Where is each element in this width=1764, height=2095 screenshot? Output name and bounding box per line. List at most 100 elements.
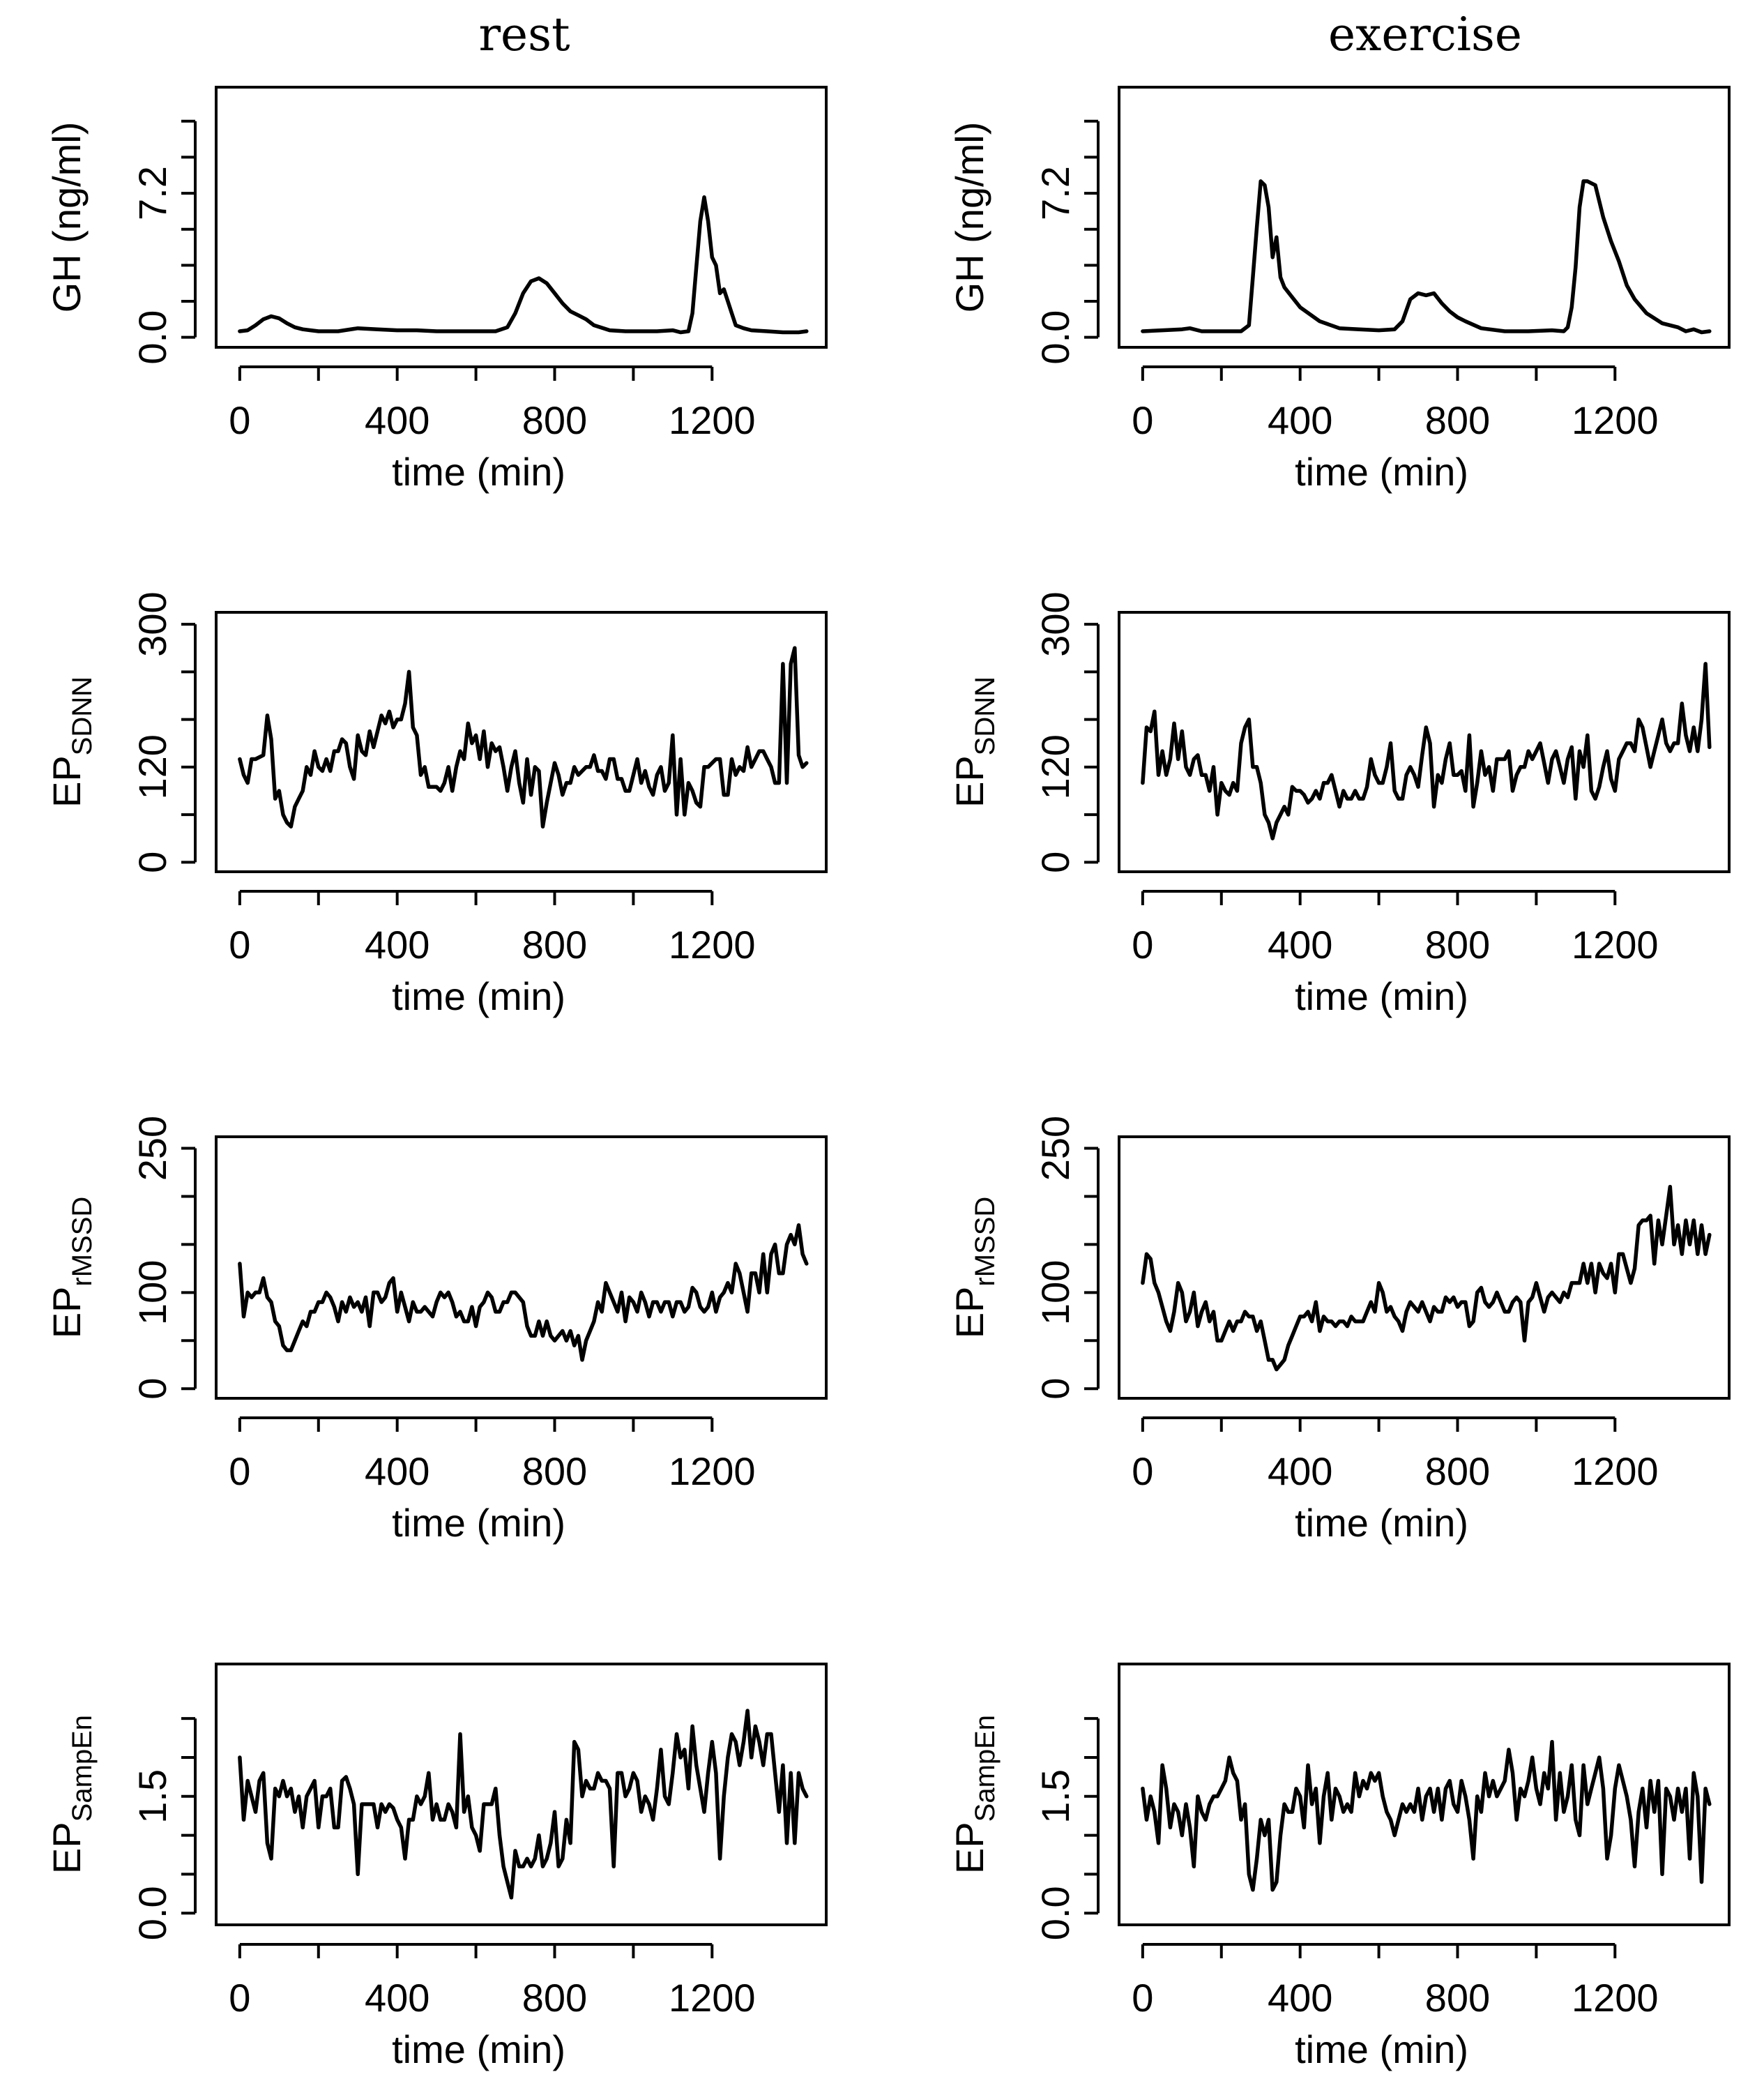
- y-tick-label: 300: [1033, 591, 1077, 656]
- data-series-line: [238, 195, 809, 335]
- x-tick-label: 1200: [1572, 923, 1659, 967]
- x-axis-label: time (min): [1295, 1501, 1468, 1545]
- y-tick-label: 120: [130, 734, 174, 799]
- data-series-line: [1141, 1184, 1712, 1372]
- panel-rest-sampen: 0 400 800 1200 time (min) 0.0 1.5 EPSampEn: [45, 1663, 828, 2071]
- y-axis-label: EPSDNN: [45, 676, 98, 808]
- x-tick-label: 0: [229, 1976, 250, 2020]
- data-series-line: [238, 1223, 809, 1362]
- y-axis-label: EPSampEn: [45, 1715, 98, 1874]
- y-axis-label-main: EP: [45, 1287, 89, 1339]
- y-axis-label: GH (ng/ml): [948, 122, 991, 313]
- x-tick-label: 400: [1268, 923, 1332, 967]
- y-tick-label: 100: [1033, 1260, 1077, 1325]
- y-axis-label-subscript: SampEn: [67, 1715, 98, 1822]
- y-axis-label: EPrMSSD: [948, 1197, 1001, 1339]
- y-tick-label: 1.5: [130, 1769, 174, 1824]
- panel-exercise-rmssd: 0 400 800 1200 time (min) 0 100 250 EPrMSSD: [948, 1116, 1731, 1545]
- y-tick-label: 100: [130, 1260, 174, 1325]
- x-tick-label: 1200: [1572, 398, 1659, 442]
- x-tick-label: 400: [1268, 398, 1332, 442]
- y-tick-label: 0.0: [1033, 1886, 1077, 1940]
- x-tick-label: 800: [522, 1449, 587, 1493]
- x-tick-label: 0: [229, 398, 250, 442]
- x-tick-label: 800: [1425, 1976, 1490, 2020]
- plot-frame: [1118, 86, 1731, 349]
- panel-rest-gh: 0 400 800 1200 time (min) 0.0 7.2 GH (ng/ml): [45, 86, 828, 494]
- data-series-line: [1141, 1739, 1712, 1892]
- x-tick-label: 1200: [669, 398, 756, 442]
- data-series-line: [1141, 662, 1712, 840]
- x-axis-label: time (min): [392, 1501, 565, 1545]
- plot-frame: [215, 1663, 828, 1926]
- panel-exercise-gh: 0 400 800 1200 time (min) 0.0 7.2 GH (ng/ml): [948, 86, 1731, 494]
- x-tick-label: 800: [1425, 398, 1490, 442]
- data-series-line: [238, 1709, 809, 1900]
- panel-rest-rmssd: 0 400 800 1200 time (min) 0 100 250 EPrMSSD: [45, 1116, 828, 1545]
- x-tick-label: 0: [229, 923, 250, 967]
- plot-frame: [1118, 611, 1731, 873]
- x-tick-label: 0: [229, 1449, 250, 1493]
- data-series-line: [238, 646, 809, 829]
- x-tick-label: 1200: [1572, 1976, 1659, 2020]
- y-tick-label: 0: [1033, 1378, 1077, 1400]
- y-tick-label: 0.0: [130, 1886, 174, 1940]
- y-axis-label: EPSDNN: [948, 676, 1001, 808]
- data-series-line: [1141, 179, 1712, 335]
- y-tick-label: 0.0: [1033, 310, 1077, 365]
- column-title-rest: rest: [478, 8, 570, 61]
- y-tick-label: 1.5: [1033, 1769, 1077, 1824]
- plot-frame: [1118, 1663, 1731, 1926]
- x-tick-label: 400: [1268, 1449, 1332, 1493]
- y-axis-label-subscript: SDNN: [67, 676, 98, 755]
- y-axis-label-main: EP: [948, 755, 991, 808]
- x-tick-label: 1200: [1572, 1449, 1659, 1493]
- plot-frame: [215, 86, 828, 349]
- plot-frame: [1118, 1135, 1731, 1400]
- x-axis-label: time (min): [392, 974, 565, 1018]
- x-tick-label: 400: [1268, 1976, 1332, 2020]
- y-tick-label: 7.2: [1033, 166, 1077, 220]
- x-tick-label: 800: [522, 398, 587, 442]
- x-tick-label: 0: [1132, 398, 1153, 442]
- x-tick-label: 400: [365, 398, 429, 442]
- x-axis-label: time (min): [1295, 2027, 1468, 2071]
- y-tick-label: 0: [130, 1378, 174, 1400]
- y-axis-label-main: EP: [45, 755, 89, 808]
- y-tick-label: 7.2: [130, 166, 174, 220]
- y-tick-label: 120: [1033, 734, 1077, 799]
- x-axis-label: time (min): [1295, 974, 1468, 1018]
- y-tick-label: 250: [130, 1116, 174, 1181]
- column-title-exercise: exercise: [1328, 8, 1522, 61]
- x-tick-label: 800: [522, 923, 587, 967]
- y-tick-label: 300: [130, 591, 174, 656]
- x-tick-label: 1200: [669, 1976, 756, 2020]
- x-tick-label: 0: [1132, 923, 1153, 967]
- y-axis-label-subscript: rMSSD: [970, 1197, 1001, 1287]
- y-tick-label: 0: [1033, 852, 1077, 873]
- x-tick-label: 0: [1132, 1449, 1153, 1493]
- x-axis-label: time (min): [1295, 450, 1468, 494]
- y-axis-label-subscript: SampEn: [970, 1715, 1001, 1822]
- y-axis-label-main: EP: [948, 1822, 991, 1874]
- y-tick-label: 250: [1033, 1116, 1077, 1181]
- y-axis-label-main: EP: [45, 1822, 89, 1874]
- y-axis-label-main: EP: [948, 1287, 991, 1339]
- x-tick-label: 800: [1425, 1449, 1490, 1493]
- x-tick-label: 400: [365, 1449, 429, 1493]
- y-axis-label: GH (ng/ml): [45, 122, 89, 313]
- x-tick-label: 1200: [669, 1449, 756, 1493]
- x-tick-label: 800: [1425, 923, 1490, 967]
- plot-frame: [215, 1135, 828, 1400]
- panel-exercise-sampen: 0 400 800 1200 time (min) 0.0 1.5 EPSampEn: [948, 1663, 1731, 2071]
- panel-exercise-sdnn: 0 400 800 1200 time (min) 0 120 300 EPSDNN: [948, 591, 1731, 1018]
- x-tick-label: 1200: [669, 923, 756, 967]
- y-tick-label: 0: [130, 852, 174, 873]
- plot-frame: [215, 611, 828, 873]
- y-axis-label-subscript: SDNN: [970, 676, 1001, 755]
- x-tick-label: 0: [1132, 1976, 1153, 2020]
- y-tick-label: 0.0: [130, 310, 174, 365]
- y-axis-label-subscript: rMSSD: [67, 1197, 98, 1287]
